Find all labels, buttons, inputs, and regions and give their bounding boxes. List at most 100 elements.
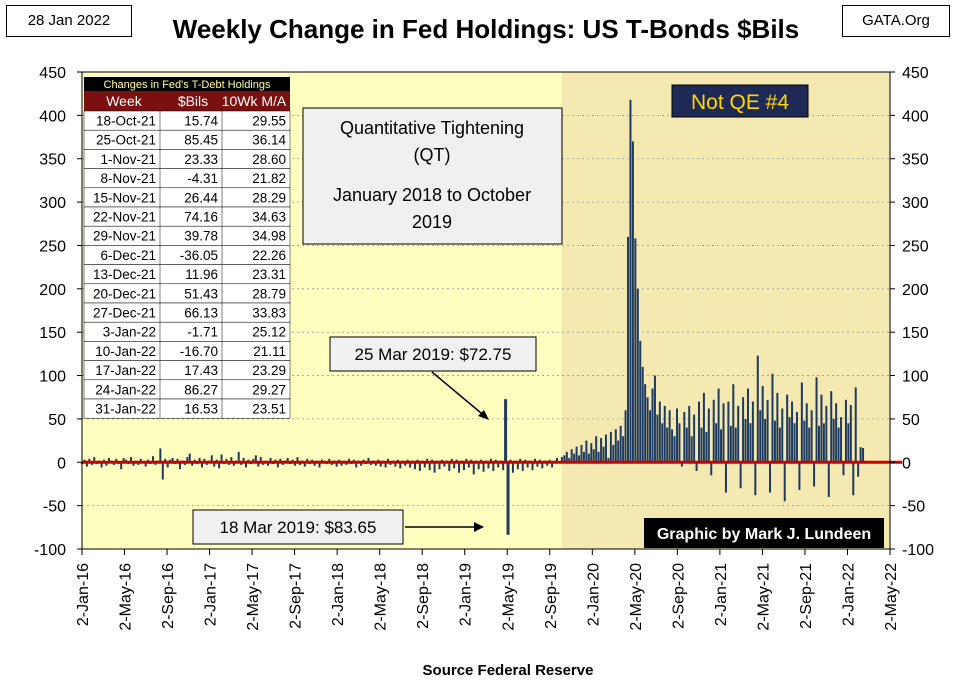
bar [761,385,764,463]
bar [340,462,343,466]
bar [399,462,402,469]
bar [712,399,715,463]
bar [783,462,786,502]
bar [656,414,659,463]
bar [374,462,377,466]
x-tick-label: 2-May-18 [373,563,390,631]
bar [629,99,632,463]
bar [580,444,583,463]
bar [695,462,698,471]
qt-box: Quantitative Tightening (QT) January 201… [302,107,563,245]
bar [592,449,595,463]
table-cell-week: 24-Jan-22 [95,382,156,397]
bar [519,458,522,463]
table-cell-week: 10-Jan-22 [95,344,156,359]
bar [720,429,723,463]
y-tick-label-right: 350 [902,152,929,169]
bar [749,423,752,463]
table-cell-week: 13-Dec-21 [93,267,156,282]
bar [680,462,683,467]
x-tick-label: 2-May-16 [118,563,135,631]
bar [627,236,630,463]
bar [675,408,678,463]
bar [808,427,811,463]
bar [423,462,426,468]
bar [448,462,451,471]
bar [497,462,500,468]
bar [433,462,436,473]
bar [122,457,125,463]
bar [573,453,576,463]
bar [666,427,669,463]
x-tick-label: 2-Jan-22 [840,563,857,626]
bar [847,423,850,463]
annotation-mar18-box [192,509,404,545]
bar [746,388,749,463]
bar [698,401,701,463]
table-cell-week: 20-Dec-21 [93,286,156,301]
x-tick-label: 2-Jan-20 [585,563,602,626]
table-cell-ma: 34.98 [252,229,286,244]
bar [492,462,495,471]
table-cell-ma: 28.29 [252,190,286,205]
bar [585,440,588,463]
bar [438,462,441,470]
bar [830,391,833,463]
bar [852,462,855,496]
bar [759,410,762,463]
bar [859,447,862,463]
qt-box-line-2: (QT) [414,145,451,165]
annotation-mar25-box [329,336,537,372]
table-cell-bils: 15.74 [184,114,218,129]
bar [636,288,639,463]
table-cell-week: 17-Jan-22 [95,363,156,378]
bar [617,440,620,463]
chart-title: Weekly Change in Fed Holdings: US T-Bond… [172,14,800,44]
bar [88,458,91,463]
bar [690,436,693,463]
bar [171,457,174,463]
bar [303,462,306,467]
bar [862,447,865,463]
not-qe-label: Not QE #4 [671,84,809,118]
bar [600,437,603,463]
bar [176,458,179,463]
bar [105,462,108,466]
bar [120,462,123,470]
table-cell-bils: -1.71 [187,325,218,340]
table-cell-week: 25-Oct-21 [96,133,156,148]
bar [570,449,573,463]
table-cell-week: 29-Nov-21 [93,229,156,244]
table-cell-ma: 28.79 [252,286,286,301]
table-cell-week: 8-Nov-21 [100,171,156,186]
bar [306,458,309,463]
table-cell-ma: 28.60 [252,152,286,167]
bar [813,462,816,487]
annotation-mar25-arrowhead [478,410,489,420]
bar [100,462,103,468]
annotation-mar25-text: 25 Mar 2019: $72.75 [355,345,512,364]
bar [658,401,661,463]
bar [663,405,666,463]
bar [418,462,421,471]
bar [198,457,201,463]
bar [467,462,470,468]
bar [203,458,206,463]
table-cell-bils: 51.43 [184,286,218,301]
x-tick-label: 2-May-19 [500,563,517,631]
bar [335,462,338,467]
bar [409,462,412,468]
table-cell-ma: 25.12 [252,325,286,340]
table-title-bg [84,77,290,91]
bar [286,457,289,463]
bar [139,458,142,463]
y-tick-label-left: 200 [39,282,66,299]
bar [279,458,282,463]
bar [404,462,407,466]
bar [232,462,235,466]
bar [413,462,416,470]
bar [590,443,593,463]
bar [678,423,681,463]
bar [737,405,740,463]
